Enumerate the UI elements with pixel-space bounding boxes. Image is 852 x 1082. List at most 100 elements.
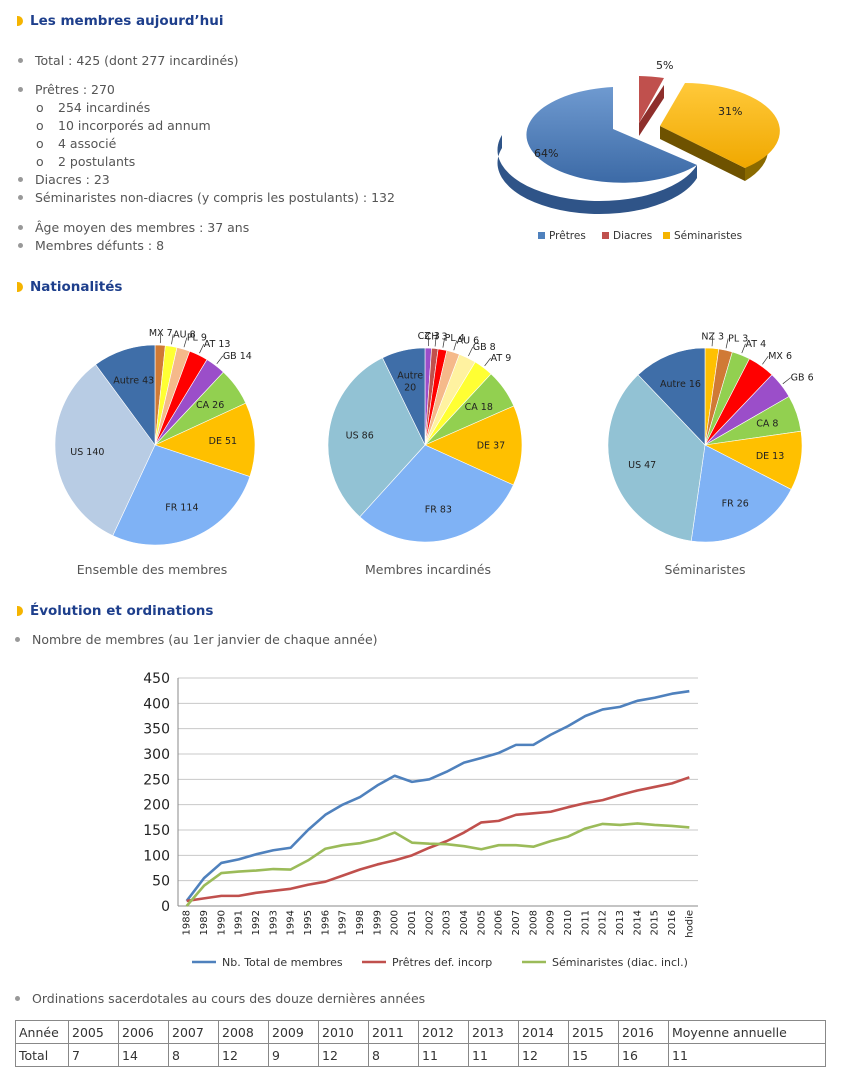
- table-cell: 7: [68, 1043, 119, 1067]
- pie-leader-line: [711, 336, 714, 347]
- table-cell: 2009: [268, 1020, 319, 1044]
- x-tick-label: 2000: [390, 910, 401, 935]
- pie-leader-line: [171, 334, 174, 345]
- table-header-row: Année 2005 2006 2007 2008 2009 2010 2011…: [15, 1020, 826, 1044]
- pie-leader-line: [199, 344, 205, 354]
- x-tick-label: 1997: [338, 910, 349, 935]
- pie-caption-incardines: Membres incardinés: [364, 562, 491, 577]
- y-tick-label: 0: [161, 899, 170, 915]
- series-line-nb-total-de-membres: [185, 689, 690, 902]
- x-tick-label: 2013: [615, 910, 626, 935]
- table-cell: 2008: [218, 1020, 269, 1044]
- x-tick-label: 2008: [528, 910, 539, 935]
- pie-slice-de: [424, 405, 523, 486]
- x-tick-label: 1990: [216, 910, 227, 935]
- section-title-evolution: Évolution et ordinations: [17, 603, 213, 619]
- pie-slice-fr: [690, 444, 792, 543]
- legend-swatch-diacres: [602, 232, 609, 239]
- pie-slice-de: [154, 402, 256, 477]
- bullet-dot-icon: [18, 177, 23, 182]
- pie-label-pl: PL 9: [187, 333, 207, 344]
- table-cell: 2011: [368, 1020, 419, 1044]
- bullet-ordinations: Ordinations sacerdotales au cours des do…: [15, 991, 425, 1006]
- pie-leader-line: [442, 337, 446, 348]
- bullet-dot-icon: [15, 637, 20, 642]
- pie-label-pl: PL 3: [728, 333, 748, 344]
- moon-bullet-icon: [17, 16, 23, 26]
- table-cell: 2015: [568, 1020, 619, 1044]
- bullet-pretres: Prêtres : 270: [18, 82, 115, 97]
- bullet-total: Total : 425 (dont 277 incardinés): [18, 53, 239, 68]
- table-cell: 16: [618, 1043, 669, 1067]
- y-tick-label: 350: [143, 722, 170, 738]
- pie-slice-seminaristes: [660, 83, 780, 168]
- pie-slice-us: [607, 374, 706, 542]
- bullet-dot-icon: [18, 58, 23, 63]
- bullet-diacres: Diacres : 23: [18, 172, 110, 187]
- pie-slice-pretres-side: [497, 135, 697, 214]
- pie-label-de: DE 51: [209, 436, 237, 447]
- pie-leader-line: [741, 343, 746, 354]
- pie-label-gb: GB 6: [791, 373, 814, 384]
- pie-label-pl: PL 4: [445, 333, 465, 344]
- pie-slice-autre: [95, 344, 156, 446]
- pie-leader-line: [484, 357, 491, 367]
- bullet-dot-icon: [15, 996, 20, 1001]
- table-cell: Moyenne annuelle: [668, 1020, 826, 1044]
- x-tick-label: 2007: [511, 910, 522, 935]
- pie-leader-line: [782, 377, 791, 385]
- series-line-pr-tres-def-incorp: [186, 776, 690, 903]
- pie-caption-seminaristes: Séminaristes: [664, 562, 746, 577]
- ordinations-table: Année 2005 2006 2007 2008 2009 2010 2011…: [15, 1020, 826, 1067]
- pie-label-ca: CA 26: [196, 400, 224, 411]
- pie-chart-seminaristes: NZ 3 PL 3AT 4MX 6 GB 6 CA 8 DE 13 FR 26 US 47 A…: [607, 331, 814, 543]
- table-cell: 8: [168, 1043, 219, 1067]
- pie-leader-line: [468, 346, 474, 357]
- y-tick-label: 300: [143, 747, 170, 763]
- legend-label-diacres: Diacres: [613, 230, 652, 242]
- pie-label-at: AT 9: [491, 353, 512, 364]
- pie-leader-line: [183, 337, 188, 348]
- x-tick-label: 2001: [407, 910, 418, 935]
- pie-label-autre: Autre 16: [660, 379, 701, 390]
- pie-caption-ensemble: Ensemble des membres: [76, 562, 228, 577]
- series-line-s-minaristes-diac-incl: [185, 822, 690, 907]
- pie-slice-diacres-side: [639, 85, 664, 136]
- pie-label-ca: CA 8: [756, 418, 778, 429]
- x-tick-label: 1991: [234, 910, 245, 935]
- pie-slice-autre: [637, 347, 706, 446]
- moon-bullet-icon: [17, 282, 23, 292]
- pie-label-fr: FR 26: [722, 499, 749, 510]
- table-row: Total 7 14 8 12 9 12 8 11 11 12 15 16 11: [15, 1043, 826, 1067]
- pie-slice-autre: [382, 347, 426, 446]
- bullet-dot-icon: [18, 225, 23, 230]
- pie-slice-pretres: [526, 87, 697, 183]
- pie-label-mx: MX 7: [149, 328, 173, 339]
- x-tick-label: 2015: [650, 910, 661, 935]
- section-title-nationalites: Nationalités: [17, 279, 122, 295]
- pie-label-us: US 47: [628, 460, 656, 471]
- pie-slice-us: [54, 364, 156, 537]
- section-title-membres: Les membres aujourd’hui: [17, 13, 224, 29]
- table-cell: 12: [218, 1043, 269, 1067]
- bullet-dot-icon: [18, 243, 23, 248]
- pie-label-line: Autre: [397, 371, 423, 382]
- pie-label-nz: NZ 3: [701, 331, 724, 342]
- pie-slice-seminaristes-side: [745, 136, 769, 181]
- pie-label-gb: GB 14: [223, 351, 252, 362]
- pie-chart-incardines: CZ 3CH 3PL 4AU 6GB 8AT 9 CA 18 DE 37 FR 83 U…: [327, 331, 523, 543]
- line-chart-evolution: 0 50 100 150 200 250 300 350 400 450 1988 1989 1990 1…: [143, 671, 698, 969]
- pie-slice-diacres: [639, 76, 664, 123]
- x-tick-label: 1994: [286, 910, 297, 935]
- x-tick-label: 1992: [251, 910, 262, 935]
- pie-leader-line: [725, 338, 729, 349]
- pie-label-us: US 140: [70, 447, 104, 458]
- x-tick-label: 2016: [667, 910, 678, 935]
- pie-label-mx: MX 6: [768, 351, 792, 362]
- pie-label-de: DE 13: [756, 451, 784, 462]
- legend-label-pretres: Prêtres: [549, 230, 586, 242]
- legend-label-seminaristes: Séminaristes: [674, 230, 742, 242]
- table-cell: 2014: [518, 1020, 569, 1044]
- x-tick-label: 2003: [442, 910, 453, 935]
